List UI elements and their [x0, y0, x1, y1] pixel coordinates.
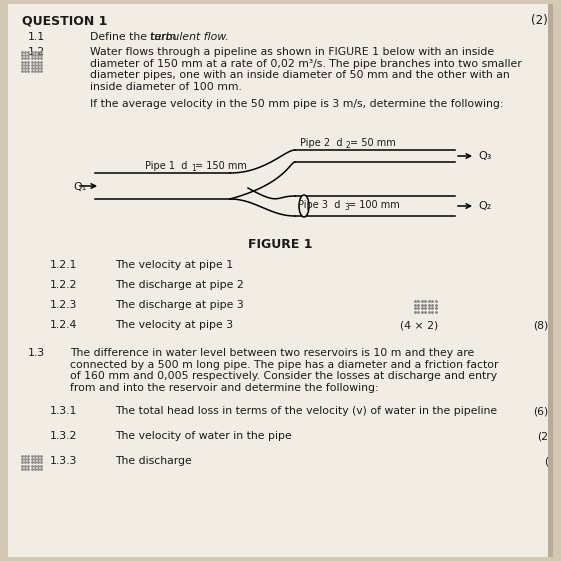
Text: The velocity at pipe 3: The velocity at pipe 3: [115, 320, 233, 330]
Text: Define the term: Define the term: [90, 32, 180, 42]
Text: The total head loss in terms of the velocity (v) of water in the pipeline: The total head loss in terms of the velo…: [115, 406, 497, 416]
Text: of 160 mm and 0,005 respectively. Consider the losses at discharge and entry: of 160 mm and 0,005 respectively. Consid…: [70, 371, 497, 381]
Text: diameter pipes, one with an inside diameter of 50 mm and the other with an: diameter pipes, one with an inside diame…: [90, 70, 510, 80]
Text: (: (: [544, 456, 548, 466]
Text: The discharge at pipe 3: The discharge at pipe 3: [115, 300, 243, 310]
Text: 1.3.2: 1.3.2: [50, 431, 77, 441]
Text: Q₂: Q₂: [478, 201, 491, 211]
Text: The discharge: The discharge: [115, 456, 192, 466]
Text: If the average velocity in the 50 mm pipe is 3 m/s, determine the following:: If the average velocity in the 50 mm pip…: [90, 99, 504, 109]
Text: 1.3.1: 1.3.1: [50, 406, 77, 416]
Text: = 50 mm: = 50 mm: [350, 138, 396, 148]
Text: 1: 1: [191, 164, 196, 173]
Text: 1.2: 1.2: [28, 47, 45, 57]
Text: 1.3.3: 1.3.3: [50, 456, 77, 466]
Text: 3: 3: [344, 203, 349, 212]
Text: (2: (2: [537, 431, 548, 441]
Text: 1.2.3: 1.2.3: [50, 300, 77, 310]
Text: from and into the reservoir and determine the following:: from and into the reservoir and determin…: [70, 383, 379, 393]
Text: The velocity at pipe 1: The velocity at pipe 1: [115, 260, 233, 270]
Text: (8): (8): [533, 320, 548, 330]
Text: FIGURE 1: FIGURE 1: [248, 238, 312, 251]
Text: Pipe 3  d: Pipe 3 d: [298, 200, 341, 210]
Text: diameter of 150 mm at a rate of 0,02 m³/s. The pipe branches into two smaller: diameter of 150 mm at a rate of 0,02 m³/…: [90, 58, 522, 68]
Text: (2): (2): [531, 14, 548, 27]
Text: Pipe 2  d: Pipe 2 d: [300, 138, 343, 148]
Text: 1.2.4: 1.2.4: [50, 320, 77, 330]
Text: QUESTION 1: QUESTION 1: [22, 14, 107, 27]
Text: 1.1: 1.1: [28, 32, 45, 42]
Text: connected by a 500 m long pipe. The pipe has a diameter and a friction factor: connected by a 500 m long pipe. The pipe…: [70, 360, 499, 370]
Text: The discharge at pipe 2: The discharge at pipe 2: [115, 280, 243, 290]
Text: The velocity of water in the pipe: The velocity of water in the pipe: [115, 431, 292, 441]
Text: Q₃: Q₃: [478, 151, 491, 161]
Ellipse shape: [299, 195, 309, 217]
Text: inside diameter of 100 mm.: inside diameter of 100 mm.: [90, 81, 242, 91]
Text: (4 × 2): (4 × 2): [400, 320, 438, 330]
Text: The difference in water level between two reservoirs is 10 m and they are: The difference in water level between tw…: [70, 348, 474, 358]
Text: = 150 mm: = 150 mm: [195, 161, 247, 171]
Text: 2: 2: [346, 141, 351, 150]
Text: (6): (6): [533, 406, 548, 416]
Text: Q₁: Q₁: [73, 182, 86, 192]
Text: Water flows through a pipeline as shown in FIGURE 1 below with an inside: Water flows through a pipeline as shown …: [90, 47, 494, 57]
Text: = 100 mm: = 100 mm: [348, 200, 400, 210]
Bar: [548, 4, 553, 557]
Text: turbulent flow.: turbulent flow.: [150, 32, 229, 42]
Text: 1.2.1: 1.2.1: [50, 260, 77, 270]
Text: 1.2.2: 1.2.2: [50, 280, 77, 290]
Text: 1.3: 1.3: [28, 348, 45, 358]
Text: Pipe 1  d: Pipe 1 d: [145, 161, 187, 171]
